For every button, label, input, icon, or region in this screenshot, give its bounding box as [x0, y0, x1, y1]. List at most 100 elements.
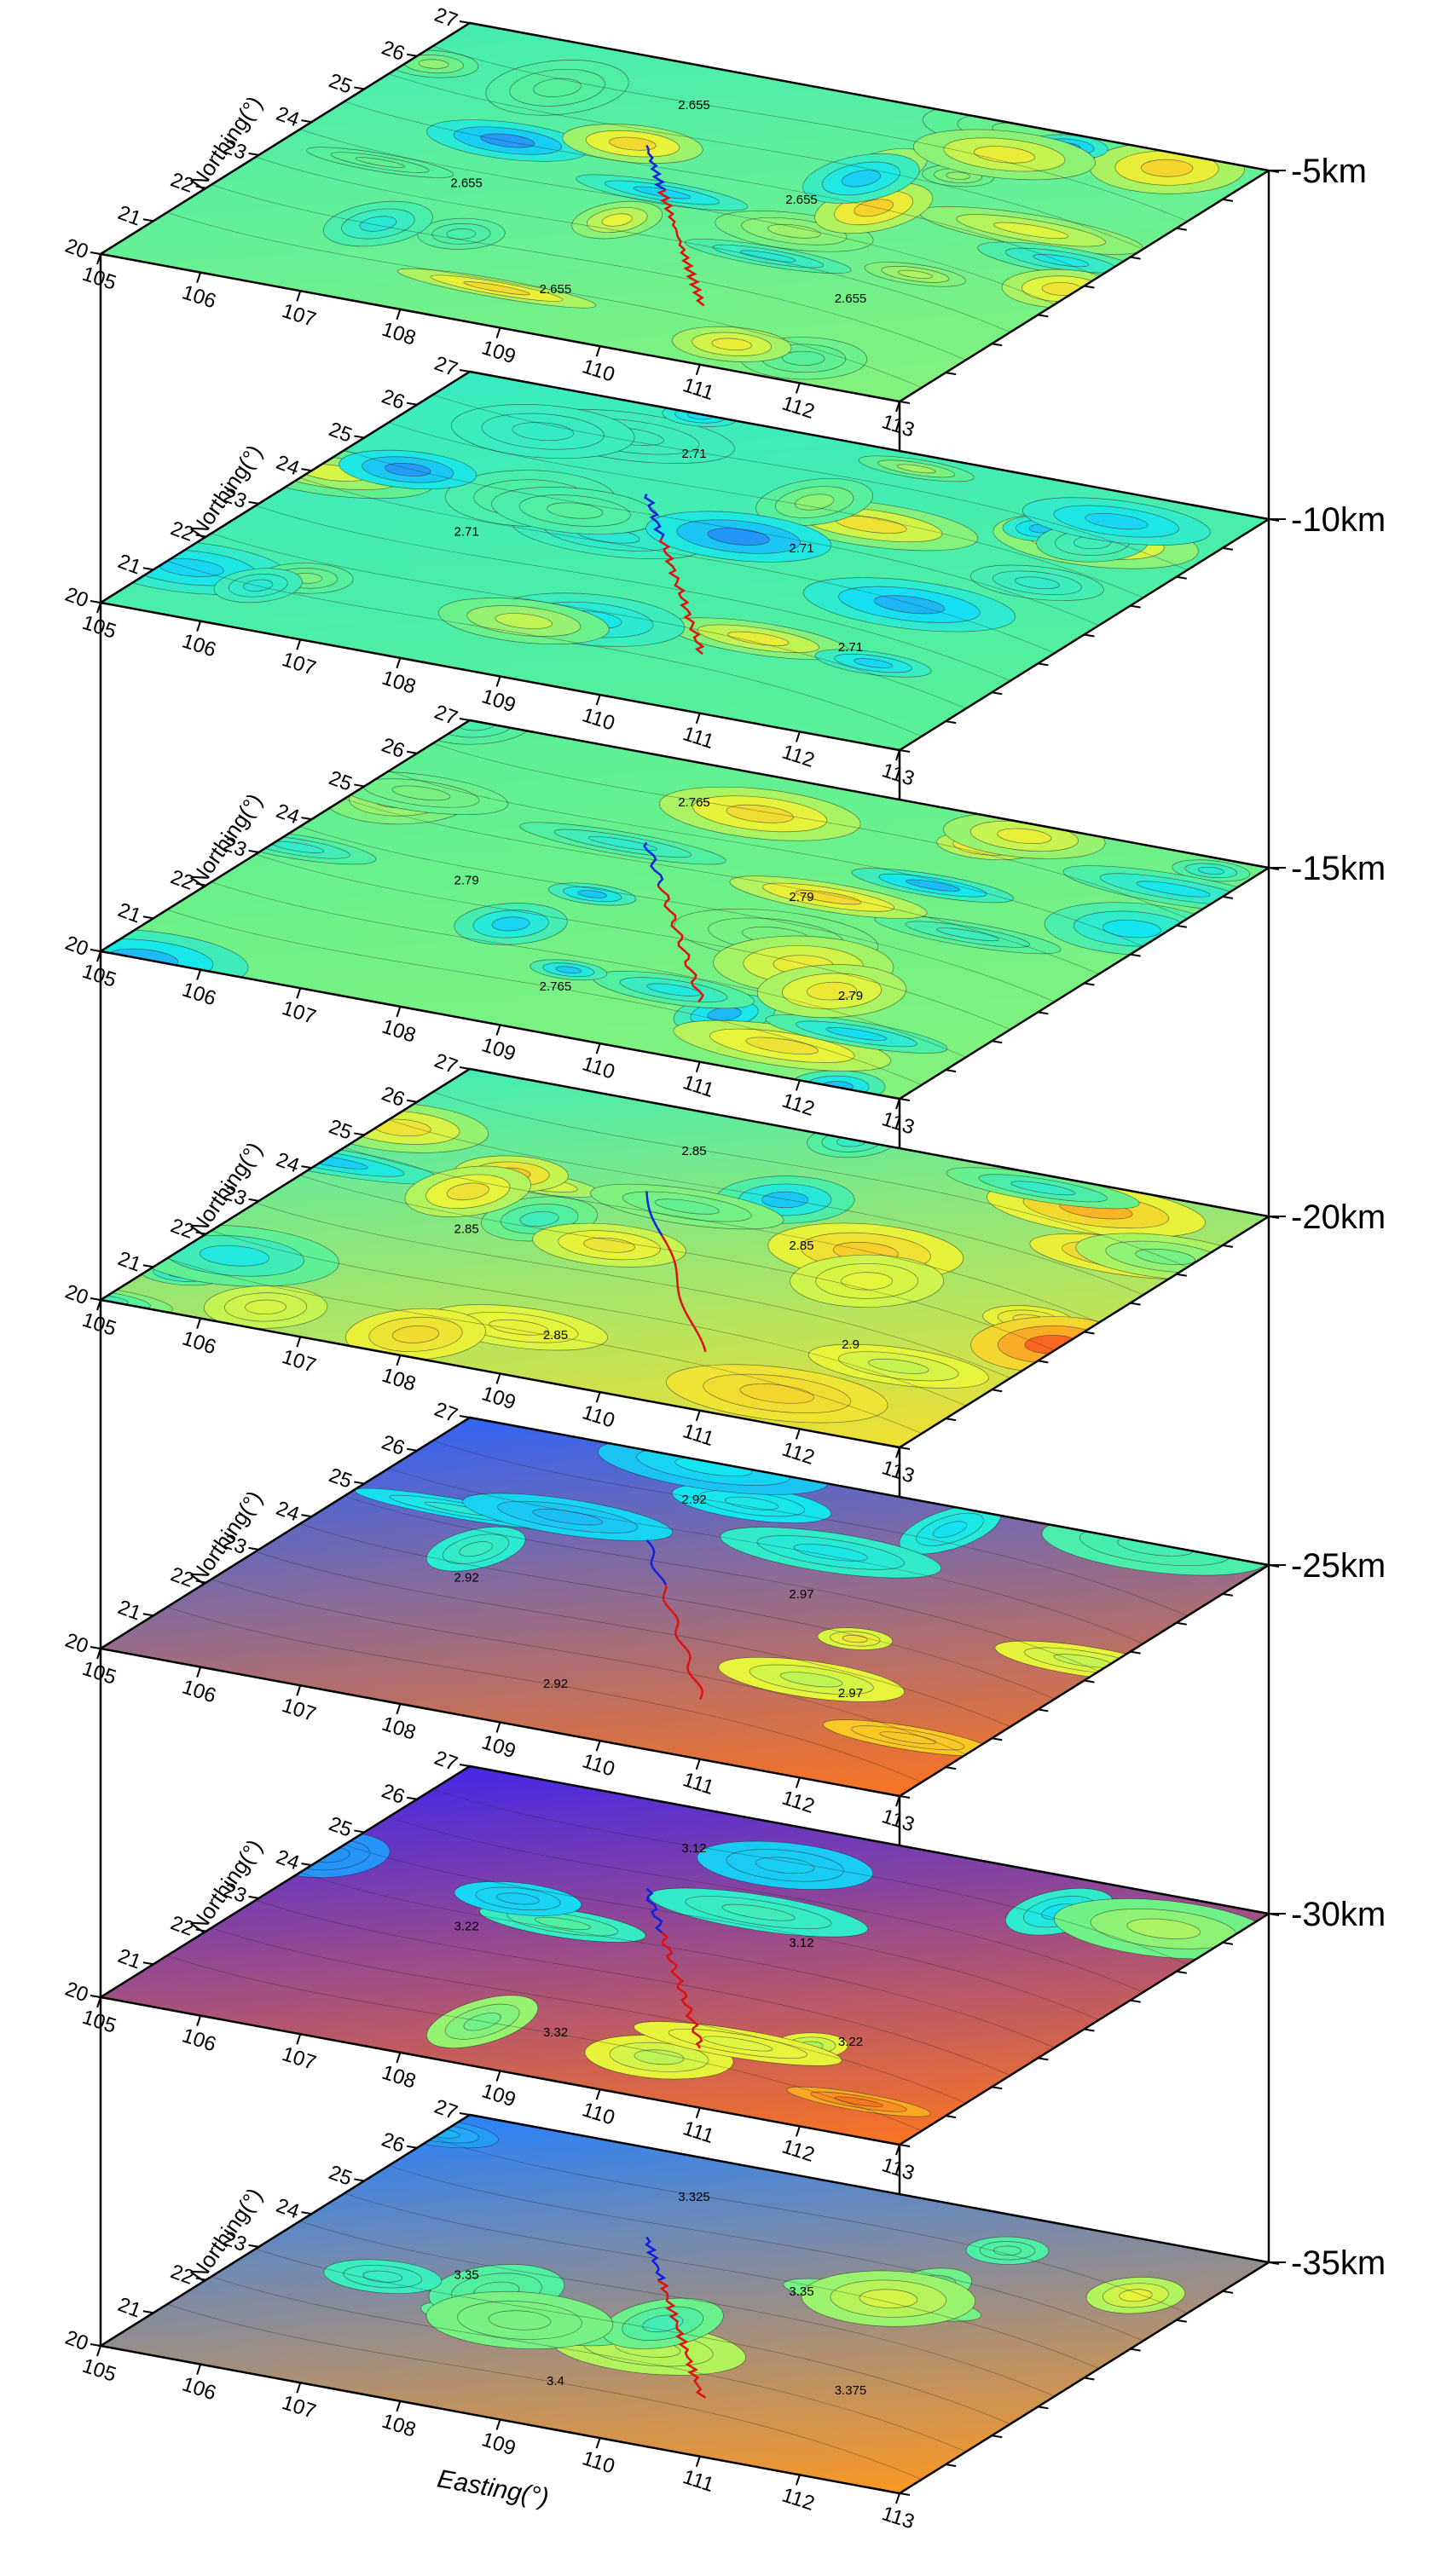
depth-label: -35km: [1291, 2244, 1386, 2282]
northing-tick-label: 21: [115, 201, 144, 231]
tick-mark: [1268, 170, 1280, 173]
northing-tick-label: 20: [62, 2326, 91, 2356]
tick-mark: [354, 2178, 365, 2182]
easting-tick-label: 110: [580, 2098, 618, 2130]
contour-label: 3.325: [678, 2190, 710, 2204]
contour-line: [300, 1845, 1143, 2020]
easting-tick-label: 113: [879, 2502, 917, 2534]
easting-tick-label: 110: [580, 1052, 618, 1084]
northing-tick-label: 26: [379, 1430, 408, 1460]
tick-mark: [495, 1722, 501, 1733]
contour-line: [211, 157, 1055, 332]
easting-tick-label: 105: [79, 1657, 119, 1689]
northing-tick-label: 26: [379, 2128, 408, 2157]
tick-mark: [1222, 1592, 1234, 1597]
contour-patch: [965, 143, 1043, 167]
tick-mark: [196, 1666, 202, 1678]
northing-tick-label: 27: [431, 1049, 460, 1079]
tick-mark: [195, 1231, 206, 1235]
contour-line: [344, 1120, 1188, 1296]
tick-mark: [495, 2071, 501, 2082]
contour-patch: [603, 135, 663, 153]
fault-trace-north: [645, 1887, 663, 1934]
easting-tick-label: 106: [179, 978, 218, 1010]
easting-tick-label: 113: [879, 1107, 917, 1140]
contour-patch: [834, 168, 888, 189]
contour-line: [211, 2249, 1055, 2424]
tick-mark: [1084, 2028, 1095, 2032]
contour-label: 3.4: [547, 2374, 564, 2388]
contour-label: 3.32: [543, 2025, 568, 2040]
easting-tick-label: 107: [279, 2391, 318, 2423]
tick-mark: [795, 1777, 801, 1788]
easting-tick-label: 106: [179, 2372, 218, 2405]
tick-mark: [595, 2088, 601, 2100]
tick-mark: [895, 2144, 900, 2156]
tick-mark: [296, 638, 302, 650]
tick-mark: [196, 2015, 202, 2026]
contour-patch: [596, 212, 639, 228]
tick-mark: [1084, 285, 1095, 289]
contour-patch: [839, 1634, 871, 1644]
contour-label: 2.79: [789, 890, 813, 904]
tick-mark: [595, 1391, 601, 1403]
tick-mark: [96, 1299, 101, 1311]
contour-line: [389, 743, 1232, 919]
tick-mark: [899, 401, 911, 404]
tick-mark: [1038, 2057, 1049, 2061]
contour-patch: [641, 981, 706, 998]
depth-label: -15km: [1291, 850, 1386, 887]
contour-label: 2.97: [789, 1587, 813, 1602]
contour-label: 2.71: [838, 640, 863, 655]
northing-tick-label: 25: [326, 69, 355, 99]
easting-tick-label: 112: [779, 2483, 818, 2515]
tick-mark: [406, 750, 418, 754]
tick-mark: [899, 749, 911, 753]
northing-tick-label: 27: [431, 352, 460, 382]
contour-patch: [553, 965, 585, 974]
easting-tick-label: 112: [779, 1437, 818, 1470]
contour-patch: [512, 1209, 566, 1228]
contour-line: [344, 771, 1188, 947]
contour-patch: [539, 500, 611, 522]
contour-label: 2.9: [842, 1337, 859, 1352]
tick-mark: [406, 53, 418, 57]
tick-mark: [795, 2126, 801, 2137]
tick-mark: [1084, 633, 1095, 638]
tick-mark: [1038, 662, 1049, 667]
tick-mark: [895, 1447, 900, 1458]
slice-map: [101, 2114, 1269, 2494]
tick-mark: [301, 817, 312, 821]
tick-mark: [142, 1264, 154, 1268]
tick-mark: [301, 1514, 312, 1518]
easting-tick-label: 110: [580, 2446, 618, 2479]
tick-mark: [196, 1318, 202, 1329]
contour-line: [123, 1955, 966, 2131]
tick-mark: [396, 657, 402, 669]
fault-trace-north: [643, 494, 665, 539]
tick-mark: [248, 1546, 259, 1551]
fault-trace-north: [645, 1539, 667, 1585]
easting-tick-label: 112: [779, 391, 818, 424]
contour-line: [256, 2221, 1099, 2397]
contour-patch: [485, 915, 537, 933]
tick-mark: [695, 2107, 701, 2119]
easting-tick-label: 106: [179, 629, 218, 661]
contour-line: [256, 827, 1099, 1002]
easting-tick-label: 107: [279, 2042, 318, 2075]
northing-tick-label: 27: [431, 1398, 460, 1428]
contour-patch: [831, 2095, 886, 2109]
slice: 3.12 3.12 3.22 3.22 3.32 105 106 107 108 109 110 11…: [62, 1747, 1280, 2186]
contour-label: 2.71: [681, 447, 706, 461]
contour-patch: [699, 525, 778, 549]
contour-label: 3.375: [835, 2383, 867, 2398]
contour-line: [300, 2193, 1143, 2369]
fault-trace-south: [657, 188, 705, 307]
contour-patch: [719, 1494, 784, 1513]
fault-trace-north: [642, 841, 664, 887]
contour-line: [211, 1551, 1055, 1727]
tick-mark: [396, 1703, 402, 1715]
tick-mark: [459, 20, 471, 24]
northing-tick-label: 24: [273, 800, 302, 829]
contour-patch: [530, 1915, 595, 1932]
